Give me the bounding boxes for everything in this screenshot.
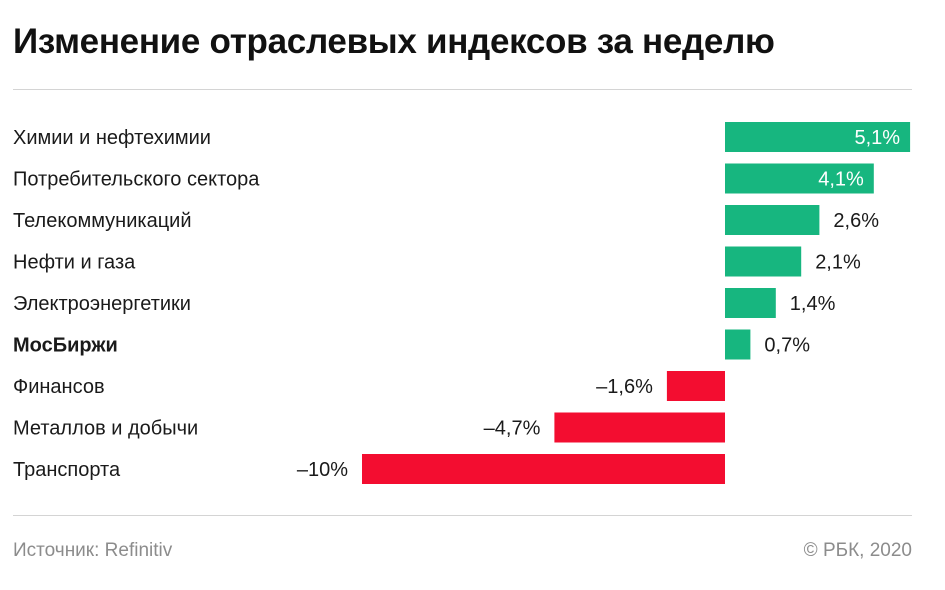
category-label-потребительского-сектора: Потребительского сектора [13, 169, 260, 191]
value-label-финансов: –1,6% [596, 376, 653, 398]
value-label-мосбиржи: 0,7% [764, 335, 810, 357]
bar-телекоммуникаций [725, 205, 820, 235]
value-label-транспорта: –10% [297, 459, 348, 481]
category-label-финансов: Финансов [13, 376, 105, 398]
value-label-химии-и-нефтехимии: 5,1% [855, 127, 901, 149]
chart-title: Изменение отраслевых индексов за неделю [13, 22, 775, 61]
bottom-divider [13, 515, 912, 516]
value-label-металлов-и-добычи: –4,7% [484, 418, 541, 440]
bar-финансов [666, 371, 725, 401]
category-label-нефти-и-газа: Нефти и газа [13, 252, 136, 274]
top-divider [13, 89, 912, 90]
bar-химии-и-нефтехимии [725, 122, 911, 152]
category-label-металлов-и-добычи: Металлов и добычи [13, 418, 198, 440]
category-label-химии-и-нефтехимии: Химии и нефтехимии [13, 127, 211, 149]
bar-потребительского-сектора [725, 163, 874, 194]
value-label-телекоммуникаций: 2,6% [833, 210, 879, 232]
bar-мосбиржи [725, 329, 751, 360]
source-note: Источник: Refinitiv [13, 540, 173, 561]
bar-электроэнергетики [725, 288, 776, 318]
value-label-потребительского-сектора: 4,1% [818, 169, 864, 191]
category-label-телекоммуникаций: Телекоммуникаций [13, 210, 192, 232]
category-label-электроэнергетики: Электроэнергетики [13, 293, 191, 315]
bar-транспорта [362, 454, 725, 484]
copyright-note: © РБК, 2020 [803, 540, 912, 561]
bar-металлов-и-добычи [554, 412, 725, 443]
value-label-нефти-и-газа: 2,1% [815, 252, 861, 274]
category-label-мосбиржи: МосБиржи [13, 335, 118, 357]
category-label-транспорта: Транспорта [13, 459, 121, 481]
value-label-электроэнергетики: 1,4% [790, 293, 836, 315]
bar-нефти-и-газа [725, 246, 802, 277]
